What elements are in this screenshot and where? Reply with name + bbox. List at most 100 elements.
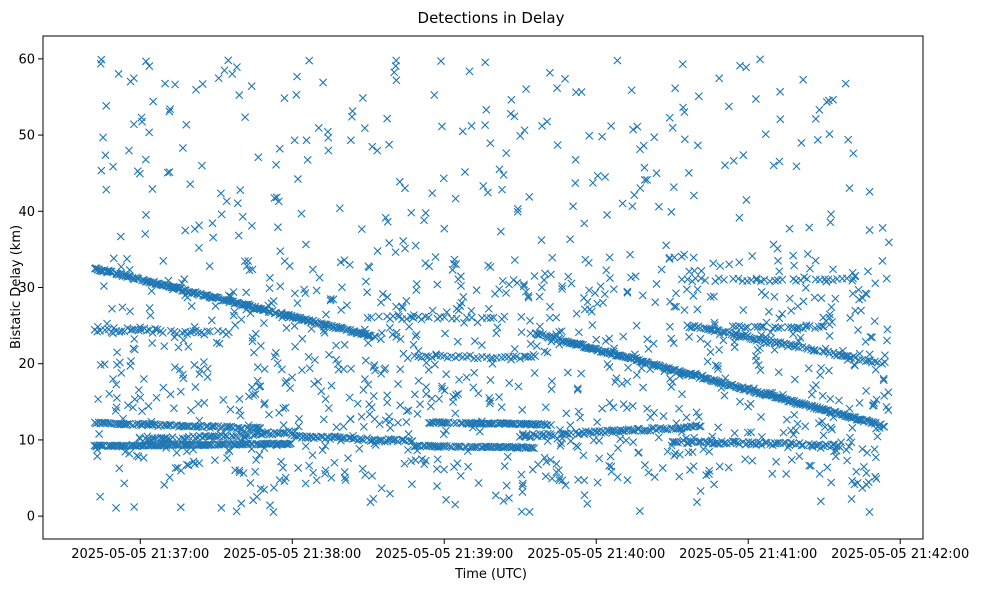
detection-point [495,165,504,174]
detection-point [386,489,394,498]
detection-point [324,146,333,155]
detection-point [254,153,263,162]
detection-point [216,189,225,198]
detection-point [846,433,855,442]
detection-point [643,426,652,435]
detection-point [573,384,582,393]
detection-point [97,55,106,64]
detection-point [671,289,680,298]
detection-point [135,433,144,442]
detection-point [657,265,666,274]
detection-point [863,267,872,276]
detection-point [273,223,282,232]
detection-point [312,476,321,485]
detection-point [290,321,299,330]
detection-point [121,447,130,456]
detection-point [703,339,712,348]
detection-point [377,484,386,493]
detection-point [803,250,812,258]
detection-point [865,226,874,235]
detection-point [706,348,715,357]
detection-point [670,302,679,311]
detection-point [556,441,565,450]
detection-point [865,187,874,196]
detection-point [558,282,567,291]
detection-point [757,432,766,441]
detection-point [819,322,828,331]
detection-point [865,350,874,359]
detection-point [572,309,581,318]
detection-point [666,374,675,383]
detection-point [269,483,278,492]
detection-point [346,415,355,423]
detection-point [355,444,364,453]
detection-point [765,388,774,397]
detection-point [117,262,126,271]
detection-point [445,442,454,451]
detection-point [149,97,158,106]
detection-point [410,390,419,399]
detection-point [669,339,678,348]
detection-point [638,291,647,300]
detection-point [658,464,667,473]
detection-point [553,84,562,93]
detection-point [757,330,766,339]
detection-point [810,293,819,302]
detection-point [321,395,330,404]
detection-point [380,437,389,446]
detection-point [640,461,649,470]
detection-point [315,273,324,282]
detection-point [689,291,698,300]
detection-point [108,329,117,338]
detection-point [530,444,539,453]
detection-point [873,432,882,441]
detection-point [392,76,401,85]
detection-point [756,366,765,375]
detection-point [706,292,715,301]
detection-point [502,149,511,158]
detection-point [696,334,705,343]
detection-point [390,68,399,77]
detection-point [816,371,825,380]
detection-point [884,238,893,247]
detection-point [666,297,675,306]
detection-point [633,424,642,433]
detection-point [134,274,143,283]
detection-point [719,275,728,284]
detection-point [681,434,690,443]
detection-point [375,420,384,429]
detection-point [698,371,707,380]
detection-point [742,63,751,72]
detection-point [200,398,209,407]
detection-point [308,265,317,274]
detection-point [561,74,570,83]
detection-point [680,306,689,314]
detection-point [412,330,421,339]
detection-point [540,276,549,285]
detection-point [530,369,539,378]
detection-point [764,307,773,316]
detection-point [821,344,830,353]
detection-point [361,356,370,365]
detection-point [160,342,169,351]
detection-point [629,125,638,134]
detection-point [769,161,778,170]
detection-point [557,327,566,336]
detection-point [593,418,602,427]
detection-point [267,299,276,308]
detection-point [105,389,114,398]
detection-point [212,338,221,347]
detection-point [130,503,139,512]
detection-point [145,128,154,137]
detection-point [728,380,737,389]
detection-point [520,126,529,135]
detection-point [412,286,421,295]
detection-point [374,312,383,321]
detection-point [495,285,504,294]
detection-point [499,496,508,505]
detection-point [385,412,394,421]
detection-point [639,383,648,392]
detection-point [347,112,356,121]
detection-point [285,439,294,448]
detection-point [585,131,594,140]
